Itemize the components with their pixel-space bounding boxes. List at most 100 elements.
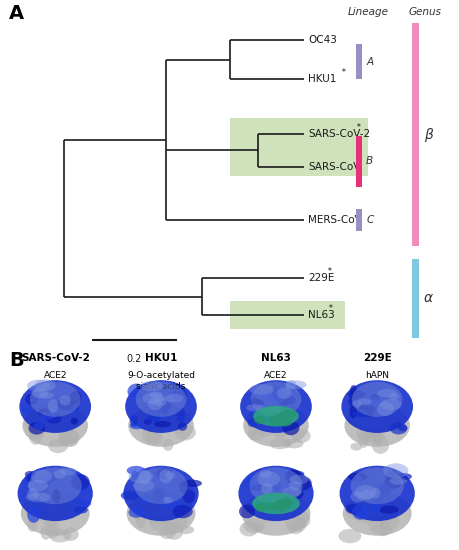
Ellipse shape <box>146 428 162 445</box>
Ellipse shape <box>252 524 263 531</box>
Ellipse shape <box>183 490 195 503</box>
Ellipse shape <box>252 493 299 514</box>
Ellipse shape <box>342 491 411 536</box>
Ellipse shape <box>28 519 37 532</box>
Ellipse shape <box>291 428 310 443</box>
Ellipse shape <box>59 429 79 444</box>
Ellipse shape <box>27 488 39 501</box>
Ellipse shape <box>27 506 40 523</box>
Ellipse shape <box>165 471 174 480</box>
Ellipse shape <box>24 415 43 431</box>
Ellipse shape <box>29 427 42 445</box>
Ellipse shape <box>30 382 80 417</box>
Ellipse shape <box>246 404 263 411</box>
Ellipse shape <box>126 491 195 536</box>
Ellipse shape <box>26 474 35 482</box>
Ellipse shape <box>282 487 301 497</box>
Ellipse shape <box>149 514 168 531</box>
Ellipse shape <box>243 404 308 447</box>
Ellipse shape <box>176 407 185 422</box>
Ellipse shape <box>269 416 280 426</box>
Ellipse shape <box>71 418 78 425</box>
Text: A: A <box>9 3 24 23</box>
Ellipse shape <box>286 471 304 477</box>
Ellipse shape <box>140 381 163 391</box>
Ellipse shape <box>77 486 90 494</box>
Ellipse shape <box>350 468 403 504</box>
Ellipse shape <box>360 490 372 500</box>
Ellipse shape <box>285 380 296 390</box>
Text: SARS-CoV-2: SARS-CoV-2 <box>308 129 369 139</box>
Ellipse shape <box>21 491 90 536</box>
Ellipse shape <box>159 470 172 483</box>
Text: NL63: NL63 <box>308 310 334 320</box>
Ellipse shape <box>273 500 288 512</box>
Ellipse shape <box>148 407 161 422</box>
Ellipse shape <box>358 408 370 414</box>
Ellipse shape <box>238 466 313 521</box>
Text: HKU1: HKU1 <box>145 353 177 362</box>
Ellipse shape <box>380 399 401 410</box>
Ellipse shape <box>374 490 382 505</box>
Ellipse shape <box>165 394 183 403</box>
Ellipse shape <box>397 425 407 431</box>
Ellipse shape <box>271 416 279 431</box>
Ellipse shape <box>59 468 77 475</box>
Ellipse shape <box>276 395 288 406</box>
Ellipse shape <box>172 421 184 434</box>
Ellipse shape <box>172 505 192 518</box>
Ellipse shape <box>158 420 174 431</box>
Ellipse shape <box>138 470 151 485</box>
Ellipse shape <box>278 419 291 427</box>
Ellipse shape <box>274 413 283 419</box>
Ellipse shape <box>283 488 303 499</box>
Text: 229E: 229E <box>308 273 334 283</box>
Ellipse shape <box>56 422 70 431</box>
Ellipse shape <box>271 386 282 400</box>
Ellipse shape <box>383 477 401 489</box>
Ellipse shape <box>162 494 181 508</box>
Ellipse shape <box>152 488 163 504</box>
Ellipse shape <box>126 466 145 475</box>
Ellipse shape <box>255 504 264 512</box>
Ellipse shape <box>28 480 48 491</box>
Ellipse shape <box>257 471 280 487</box>
Ellipse shape <box>239 504 254 518</box>
Ellipse shape <box>33 479 50 493</box>
Ellipse shape <box>339 466 414 521</box>
Ellipse shape <box>253 406 298 426</box>
Ellipse shape <box>128 404 193 447</box>
Ellipse shape <box>383 420 403 429</box>
Text: β: β <box>423 128 431 142</box>
Ellipse shape <box>247 424 257 441</box>
Ellipse shape <box>128 507 144 518</box>
Ellipse shape <box>35 476 51 486</box>
Ellipse shape <box>345 505 366 519</box>
Text: MERS-CoV: MERS-CoV <box>308 215 361 225</box>
Text: α: α <box>423 292 432 305</box>
Ellipse shape <box>368 431 381 438</box>
Text: *: * <box>327 267 331 276</box>
Ellipse shape <box>259 470 271 477</box>
Ellipse shape <box>32 389 48 398</box>
Ellipse shape <box>40 412 56 420</box>
Ellipse shape <box>127 383 145 399</box>
Ellipse shape <box>70 390 81 405</box>
Ellipse shape <box>153 397 166 406</box>
Ellipse shape <box>71 474 90 490</box>
Ellipse shape <box>31 470 52 483</box>
Ellipse shape <box>141 426 159 444</box>
Ellipse shape <box>393 473 411 480</box>
Ellipse shape <box>355 515 375 522</box>
Ellipse shape <box>349 405 357 418</box>
Ellipse shape <box>34 421 44 431</box>
Ellipse shape <box>367 514 376 531</box>
Ellipse shape <box>257 409 267 419</box>
Bar <box>411 23 418 246</box>
Ellipse shape <box>132 502 143 521</box>
Text: Lineage: Lineage <box>347 7 388 17</box>
Ellipse shape <box>28 468 82 504</box>
Ellipse shape <box>354 485 376 499</box>
Text: B: B <box>365 156 372 166</box>
Ellipse shape <box>48 399 58 413</box>
